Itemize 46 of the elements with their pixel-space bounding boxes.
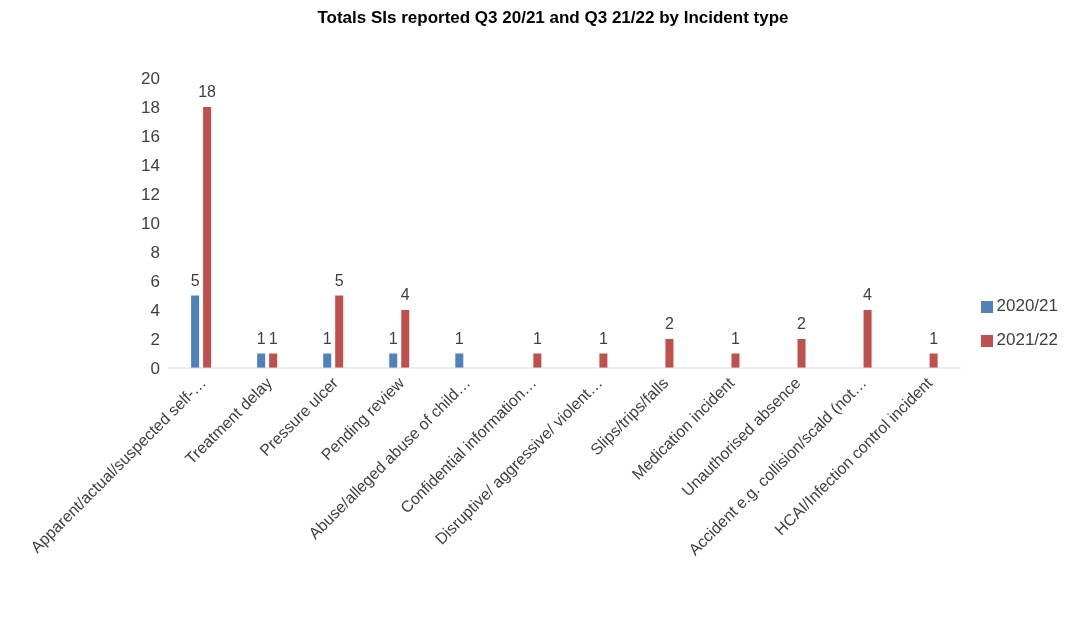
bar xyxy=(863,310,872,368)
bar xyxy=(665,339,674,368)
legend-label: 2021/22 xyxy=(996,330,1058,349)
bar xyxy=(257,353,266,368)
bar xyxy=(455,353,464,368)
data-label: 4 xyxy=(400,286,410,303)
data-label: 2 xyxy=(797,315,807,332)
legend-label: 2020/21 xyxy=(996,296,1058,315)
bar xyxy=(599,353,608,368)
y-tick-label: 8 xyxy=(150,243,160,263)
data-label: 18 xyxy=(198,83,217,100)
bar xyxy=(533,353,542,368)
data-label: 1 xyxy=(532,329,542,347)
y-tick-label: 4 xyxy=(150,301,160,321)
bar xyxy=(269,353,278,368)
y-tick-label: 0 xyxy=(150,359,160,379)
y-tick-label: 12 xyxy=(141,185,160,205)
bar xyxy=(389,353,398,368)
data-label: 1 xyxy=(929,329,939,347)
bar xyxy=(731,353,740,368)
y-tick-label: 20 xyxy=(141,69,160,89)
data-label: 4 xyxy=(863,286,873,303)
data-label: 1 xyxy=(454,329,464,347)
data-label: 2 xyxy=(664,315,674,332)
y-tick-label: 6 xyxy=(150,272,160,292)
data-label: 1 xyxy=(388,329,398,347)
data-label: 1 xyxy=(322,329,332,347)
bar xyxy=(929,353,938,368)
data-label: 1 xyxy=(598,329,608,347)
data-label: 1 xyxy=(256,329,266,347)
bar xyxy=(335,295,344,368)
data-label: 5 xyxy=(190,271,200,289)
data-label: 1 xyxy=(268,329,278,347)
data-label: 1 xyxy=(731,329,741,347)
bar xyxy=(797,339,806,368)
y-tick-label: 2 xyxy=(150,330,160,350)
chart-title: Totals SIs reported Q3 20/21 and Q3 21/22 by Incident type xyxy=(316,8,790,28)
y-tick-label: 14 xyxy=(141,156,160,176)
bar xyxy=(191,295,200,368)
bar xyxy=(401,310,410,368)
bar xyxy=(203,107,212,368)
bar xyxy=(323,353,332,368)
y-tick-label: 16 xyxy=(141,127,160,147)
y-tick-label: 18 xyxy=(141,98,160,118)
data-label: 5 xyxy=(334,271,344,289)
y-tick-label: 10 xyxy=(141,214,160,234)
